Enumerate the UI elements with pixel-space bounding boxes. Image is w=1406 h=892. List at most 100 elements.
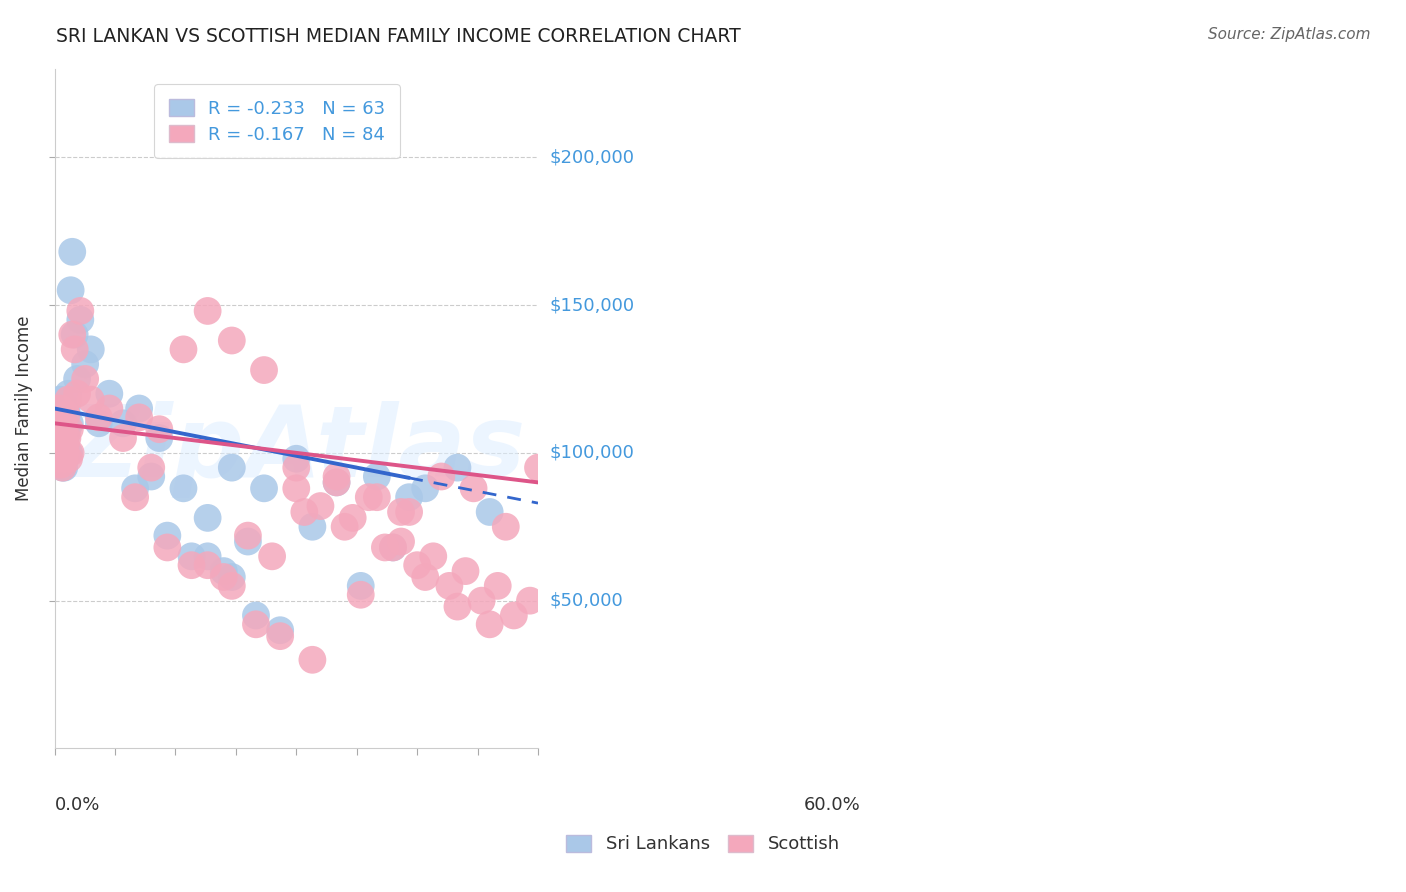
Point: [75, 372, 97, 386]
Point: [48, 451, 70, 466]
Point: [374, 541, 396, 555]
Point: [52, 417, 75, 431]
Point: [478, 505, 501, 519]
Point: [59, 283, 82, 297]
Point: [285, 460, 308, 475]
Point: [357, 490, 380, 504]
Point: [236, 528, 259, 542]
Point: [301, 653, 323, 667]
Point: [48, 437, 70, 451]
Point: [48, 446, 70, 460]
Point: [63, 343, 86, 357]
Point: [128, 401, 150, 416]
Point: [52, 440, 75, 454]
Text: ZipAtlas: ZipAtlas: [66, 401, 526, 498]
Text: SRI LANKAN VS SCOTTISH MEDIAN FAMILY INCOME CORRELATION CHART: SRI LANKAN VS SCOTTISH MEDIAN FAMILY INC…: [56, 27, 741, 45]
Point: [87, 410, 110, 425]
Point: [221, 570, 243, 584]
Point: [221, 460, 243, 475]
Point: [49, 431, 72, 445]
Point: [55, 437, 77, 451]
Point: [389, 505, 412, 519]
Point: [519, 593, 541, 607]
Point: [381, 541, 405, 555]
Point: [325, 469, 347, 483]
Point: [49, 446, 72, 460]
Point: [53, 446, 76, 460]
Point: [48, 410, 70, 425]
Point: [212, 564, 235, 578]
Point: [55, 431, 77, 445]
Point: [59, 446, 82, 460]
Point: [53, 422, 76, 436]
Point: [49, 451, 72, 466]
Point: [236, 534, 259, 549]
Point: [51, 422, 73, 436]
Point: [75, 357, 97, 371]
Point: [98, 386, 121, 401]
Point: [124, 481, 146, 495]
Point: [51, 434, 73, 448]
Point: [398, 490, 420, 504]
Point: [486, 579, 509, 593]
Point: [148, 431, 170, 445]
Point: [253, 363, 276, 377]
Point: [245, 608, 267, 623]
Point: [87, 417, 110, 431]
Point: [52, 425, 75, 439]
Point: [366, 490, 388, 504]
Point: [309, 499, 332, 513]
Point: [471, 593, 494, 607]
Point: [221, 334, 243, 348]
Point: [269, 624, 291, 638]
Point: [350, 579, 373, 593]
Point: [141, 469, 163, 483]
Point: [502, 608, 524, 623]
Point: [49, 437, 72, 451]
Point: [446, 599, 468, 614]
Point: [197, 558, 219, 573]
Point: [49, 392, 72, 407]
Point: [56, 422, 79, 436]
Point: [58, 392, 80, 407]
Point: [98, 401, 121, 416]
Point: [141, 460, 163, 475]
Point: [413, 481, 436, 495]
Point: [156, 528, 179, 542]
Point: [55, 408, 77, 422]
Point: [406, 558, 429, 573]
Point: [69, 313, 91, 327]
Point: [80, 392, 103, 407]
Point: [454, 564, 477, 578]
Point: [80, 343, 103, 357]
Point: [446, 460, 468, 475]
Point: [48, 417, 70, 431]
Text: $100,000: $100,000: [550, 444, 634, 462]
Point: [66, 386, 89, 401]
Point: [53, 449, 76, 463]
Point: [52, 446, 75, 460]
Point: [478, 617, 501, 632]
Point: [172, 343, 194, 357]
Point: [197, 511, 219, 525]
Point: [124, 490, 146, 504]
Point: [66, 372, 89, 386]
Point: [430, 469, 453, 483]
Text: 60.0%: 60.0%: [804, 796, 860, 814]
Point: [463, 481, 485, 495]
Point: [381, 541, 405, 555]
Point: [53, 460, 76, 475]
Point: [52, 460, 75, 475]
Point: [46, 422, 69, 436]
Point: [221, 579, 243, 593]
Point: [325, 475, 347, 490]
Point: [48, 425, 70, 439]
Text: 0.0%: 0.0%: [55, 796, 100, 814]
Point: [52, 410, 75, 425]
Point: [366, 469, 388, 483]
Point: [350, 588, 373, 602]
Legend: R = -0.233   N = 63, R = -0.167   N = 84: R = -0.233 N = 63, R = -0.167 N = 84: [155, 85, 399, 158]
Point: [49, 458, 72, 472]
Point: [180, 549, 202, 564]
Point: [60, 244, 83, 259]
